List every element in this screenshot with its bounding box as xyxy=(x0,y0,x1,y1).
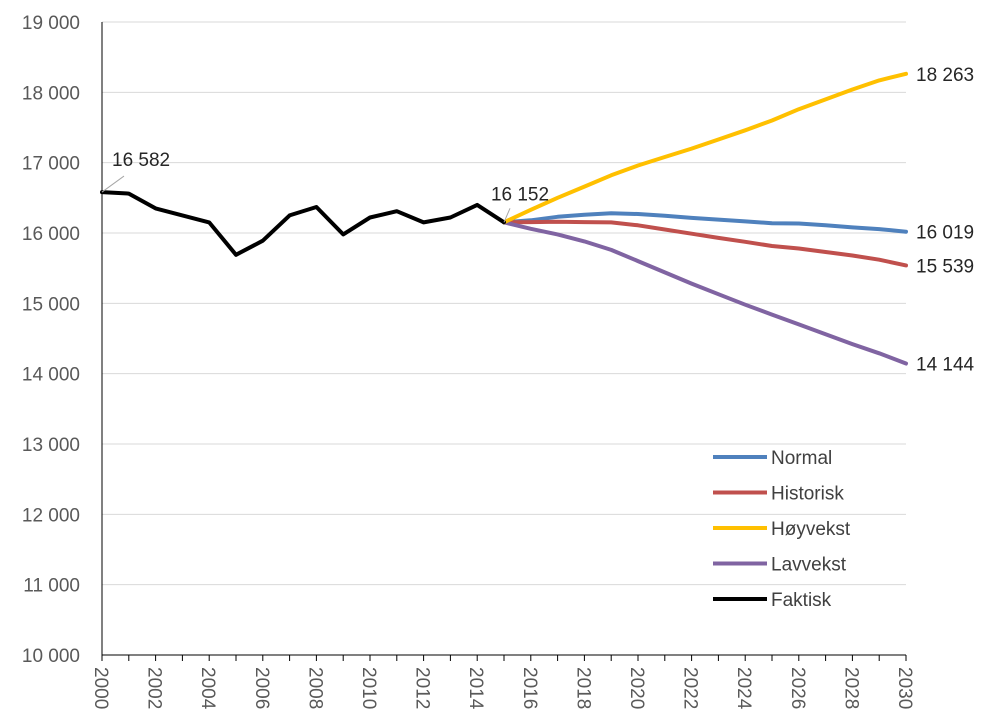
x-tick-label: 2006 xyxy=(251,667,272,709)
legend-label-historisk: Historisk xyxy=(771,484,844,505)
x-tick-label: 2000 xyxy=(90,667,111,709)
x-tick-label: 2028 xyxy=(840,667,861,709)
x-tick-label: 2004 xyxy=(197,667,218,710)
x-tick-label: 2020 xyxy=(626,667,647,709)
annotations: 16 582 16 152 18 263 16 019 15 539 14 144 xyxy=(101,65,975,376)
data-label: 15 539 xyxy=(916,256,974,277)
y-tick-label: 18 000 xyxy=(22,83,80,104)
x-tick-label: 2014 xyxy=(465,667,486,710)
legend-label-lavvekst: Lavvekst xyxy=(771,555,847,576)
x-tick-label: 2008 xyxy=(304,667,325,709)
y-tick-label: 14 000 xyxy=(22,365,80,386)
x-tick-label: 2018 xyxy=(572,667,593,709)
series-lines xyxy=(100,71,908,366)
annotation-leader-line xyxy=(101,175,125,193)
data-label: 18 263 xyxy=(916,65,974,86)
x-tick-label: 2026 xyxy=(787,667,808,709)
axes xyxy=(101,22,907,661)
series-line-lavvekst xyxy=(502,220,908,366)
legend-label-hoyvekst: Høyvekst xyxy=(771,519,851,540)
x-tick-label: 2024 xyxy=(733,667,754,710)
y-tick-label: 10 000 xyxy=(22,646,80,667)
data-label: 16 582 xyxy=(112,150,170,171)
series-line-historisk xyxy=(502,219,908,268)
legend-label-normal: Normal xyxy=(771,448,832,469)
series-line-faktisk xyxy=(100,190,506,257)
y-axis-ticks: 10 000 11 000 12 000 13 000 14 000 15 000 16 0… xyxy=(22,13,80,667)
y-tick-label: 12 000 xyxy=(22,505,80,526)
series-line-normal xyxy=(502,211,908,234)
legend: Normal Historisk Høyvekst Lavvekst Faktisk xyxy=(713,448,851,611)
data-label: 16 019 xyxy=(916,223,974,244)
legend-label-faktisk: Faktisk xyxy=(771,590,832,611)
y-tick-label: 13 000 xyxy=(22,435,80,456)
y-tick-label: 15 000 xyxy=(22,294,80,315)
y-tick-label: 16 000 xyxy=(22,224,80,245)
y-tick-label: 17 000 xyxy=(22,154,80,175)
gridlines xyxy=(102,21,906,586)
x-tick-label: 2010 xyxy=(358,667,379,709)
x-axis-ticks: 2000 2002 2004 2006 2008 2010 2012 2014 2016 2018… xyxy=(90,667,915,710)
series-line-hoyvekst xyxy=(502,71,908,225)
y-tick-label: 19 000 xyxy=(22,13,80,34)
x-tick-label: 2012 xyxy=(412,667,433,709)
y-tick-label: 11 000 xyxy=(23,576,80,597)
x-tick-label: 2016 xyxy=(519,667,540,709)
x-tick-label: 2030 xyxy=(894,667,915,709)
x-tick-label: 2002 xyxy=(144,667,165,709)
data-label: 16 152 xyxy=(491,184,549,205)
annotation-leader-line xyxy=(503,208,511,223)
x-tick-label: 2022 xyxy=(680,667,701,709)
data-label: 14 144 xyxy=(916,355,975,376)
